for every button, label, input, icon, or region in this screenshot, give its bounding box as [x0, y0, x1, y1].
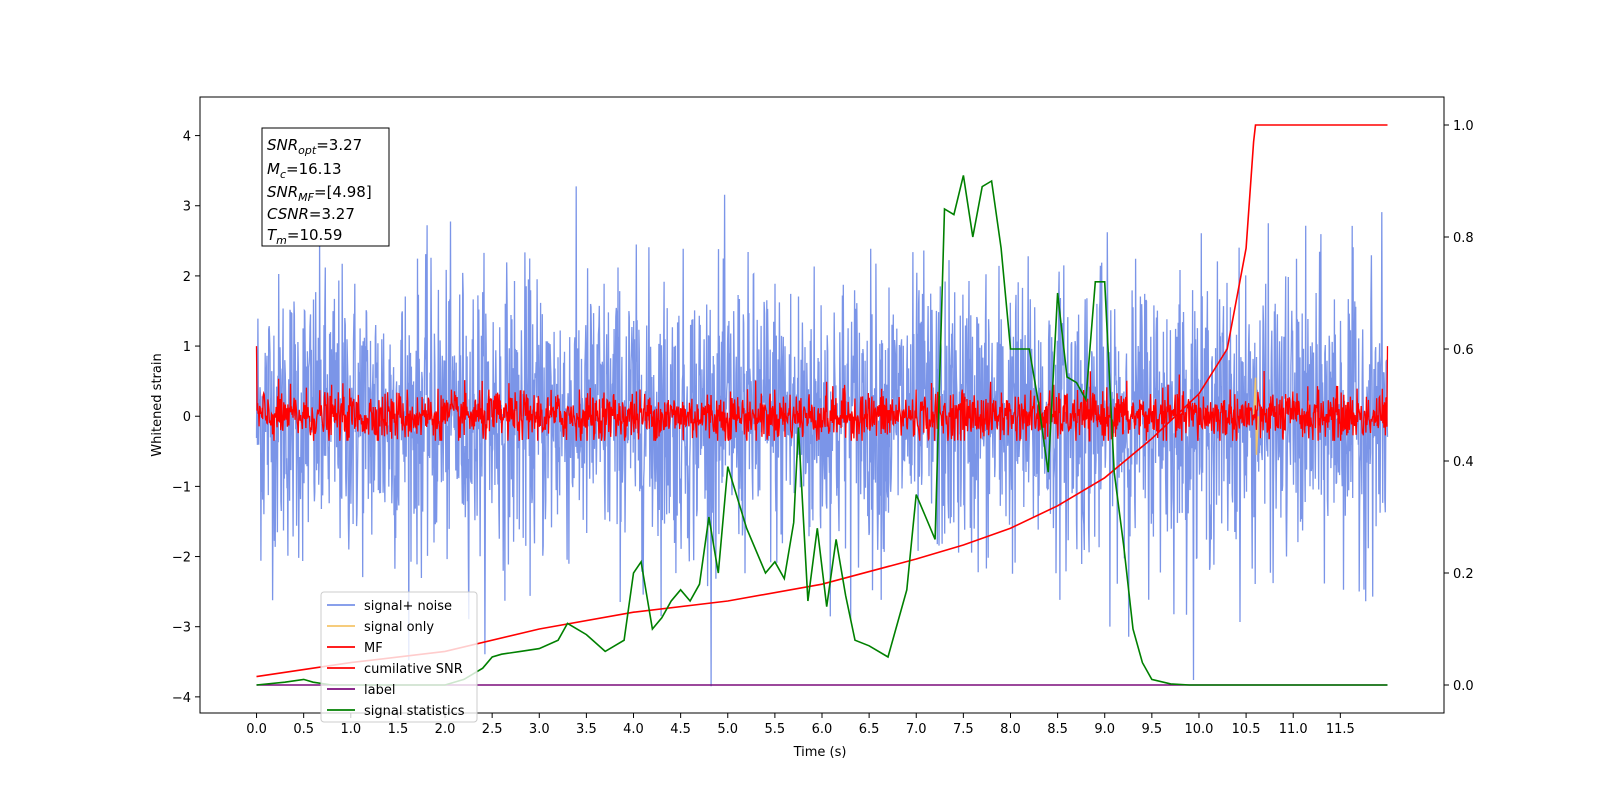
- x-axis-label: Time (s): [793, 745, 847, 760]
- legend-label: signal statistics: [364, 704, 465, 719]
- x-tick-label: 2.5: [482, 722, 503, 737]
- x-tick-label: 3.5: [576, 722, 597, 737]
- legend-label: MF: [364, 641, 383, 656]
- x-tick-label: 4.0: [623, 722, 644, 737]
- legend-entries: signal+ noise signal only MF cumilative SNR…: [327, 599, 465, 719]
- right-y-tick-label: 0.0: [1453, 679, 1474, 694]
- x-tick-label: 0.0: [246, 722, 267, 737]
- stats-tm: Tm=10.59: [267, 226, 342, 247]
- y-axis-label: Whitened strain: [150, 353, 165, 456]
- left-y-axis-ticks: −4 −3 −2 −1 0 1 2 3 4: [172, 130, 200, 706]
- x-axis-ticks: 0.0 0.5 1.0 1.5 2.0 2.5 3.0 3.5 4.0 4.5 5.0 5.5 6.0 6…: [246, 713, 1355, 737]
- x-tick-label: 11.0: [1279, 722, 1308, 737]
- x-tick-label: 9.0: [1094, 722, 1115, 737]
- left-y-tick-label: 4: [183, 130, 191, 145]
- x-tick-label: 1.0: [340, 722, 361, 737]
- legend-label: cumilative SNR: [364, 662, 463, 677]
- x-tick-label: 9.5: [1142, 722, 1163, 737]
- stats-box: SNRopt=3.27 Mc=16.13 SNRMF=[4.98] CSNR=3…: [261, 127, 390, 247]
- legend-label: signal+ noise: [364, 599, 452, 614]
- left-y-tick-label: 3: [183, 200, 191, 215]
- legend-label: signal only: [364, 620, 434, 635]
- x-tick-label: 10.0: [1184, 722, 1213, 737]
- stats-csnr: CSNR=3.27: [267, 205, 355, 223]
- x-tick-label: 8.5: [1047, 722, 1068, 737]
- left-y-tick-label: −2: [172, 551, 191, 566]
- right-y-tick-label: 0.6: [1453, 343, 1474, 358]
- x-tick-label: 5.0: [717, 722, 738, 737]
- right-y-tick-label: 0.4: [1453, 455, 1474, 470]
- right-y-tick-label: 0.8: [1453, 231, 1474, 246]
- x-tick-label: 11.5: [1326, 722, 1355, 737]
- x-tick-label: 10.5: [1232, 722, 1261, 737]
- legend: signal+ noise signal only MF cumilative SNR…: [320, 591, 478, 723]
- x-tick-label: 6.5: [859, 722, 880, 737]
- stats-box-frame: [261, 127, 390, 247]
- x-tick-label: 3.0: [529, 722, 550, 737]
- stats-snr-opt: SNRopt=3.27: [267, 136, 362, 157]
- left-y-tick-label: 0: [183, 410, 191, 425]
- series-cumulative-snr: [256, 124, 1388, 678]
- right-y-tick-label: 1.0: [1453, 119, 1474, 134]
- x-tick-label: 6.0: [812, 722, 833, 737]
- legend-label: label: [364, 683, 395, 698]
- x-tick-label: 1.5: [388, 722, 409, 737]
- x-tick-label: 5.5: [765, 722, 786, 737]
- x-tick-label: 2.0: [435, 722, 456, 737]
- x-tick-label: 7.5: [953, 722, 974, 737]
- left-y-tick-label: 2: [183, 270, 191, 285]
- x-tick-label: 4.5: [670, 722, 691, 737]
- left-y-tick-label: −4: [172, 691, 191, 706]
- left-y-tick-label: −3: [172, 621, 191, 636]
- right-y-tick-label: 0.2: [1453, 567, 1474, 582]
- left-y-tick-label: −1: [172, 480, 191, 495]
- series-signal-statistics: [256, 175, 1388, 686]
- series-mf: [255, 346, 1389, 442]
- right-y-axis-ticks: 0.0 0.2 0.4 0.6 0.8 1.0: [1444, 119, 1474, 694]
- stats-chirp-mass: Mc=16.13: [267, 160, 342, 181]
- x-tick-label: 0.5: [293, 722, 314, 737]
- stats-snr-mf: SNRMF=[4.98]: [267, 183, 372, 204]
- x-tick-label: 7.0: [906, 722, 927, 737]
- legend-frame: [320, 591, 478, 723]
- x-tick-label: 8.0: [1000, 722, 1021, 737]
- left-y-tick-label: 1: [183, 340, 191, 355]
